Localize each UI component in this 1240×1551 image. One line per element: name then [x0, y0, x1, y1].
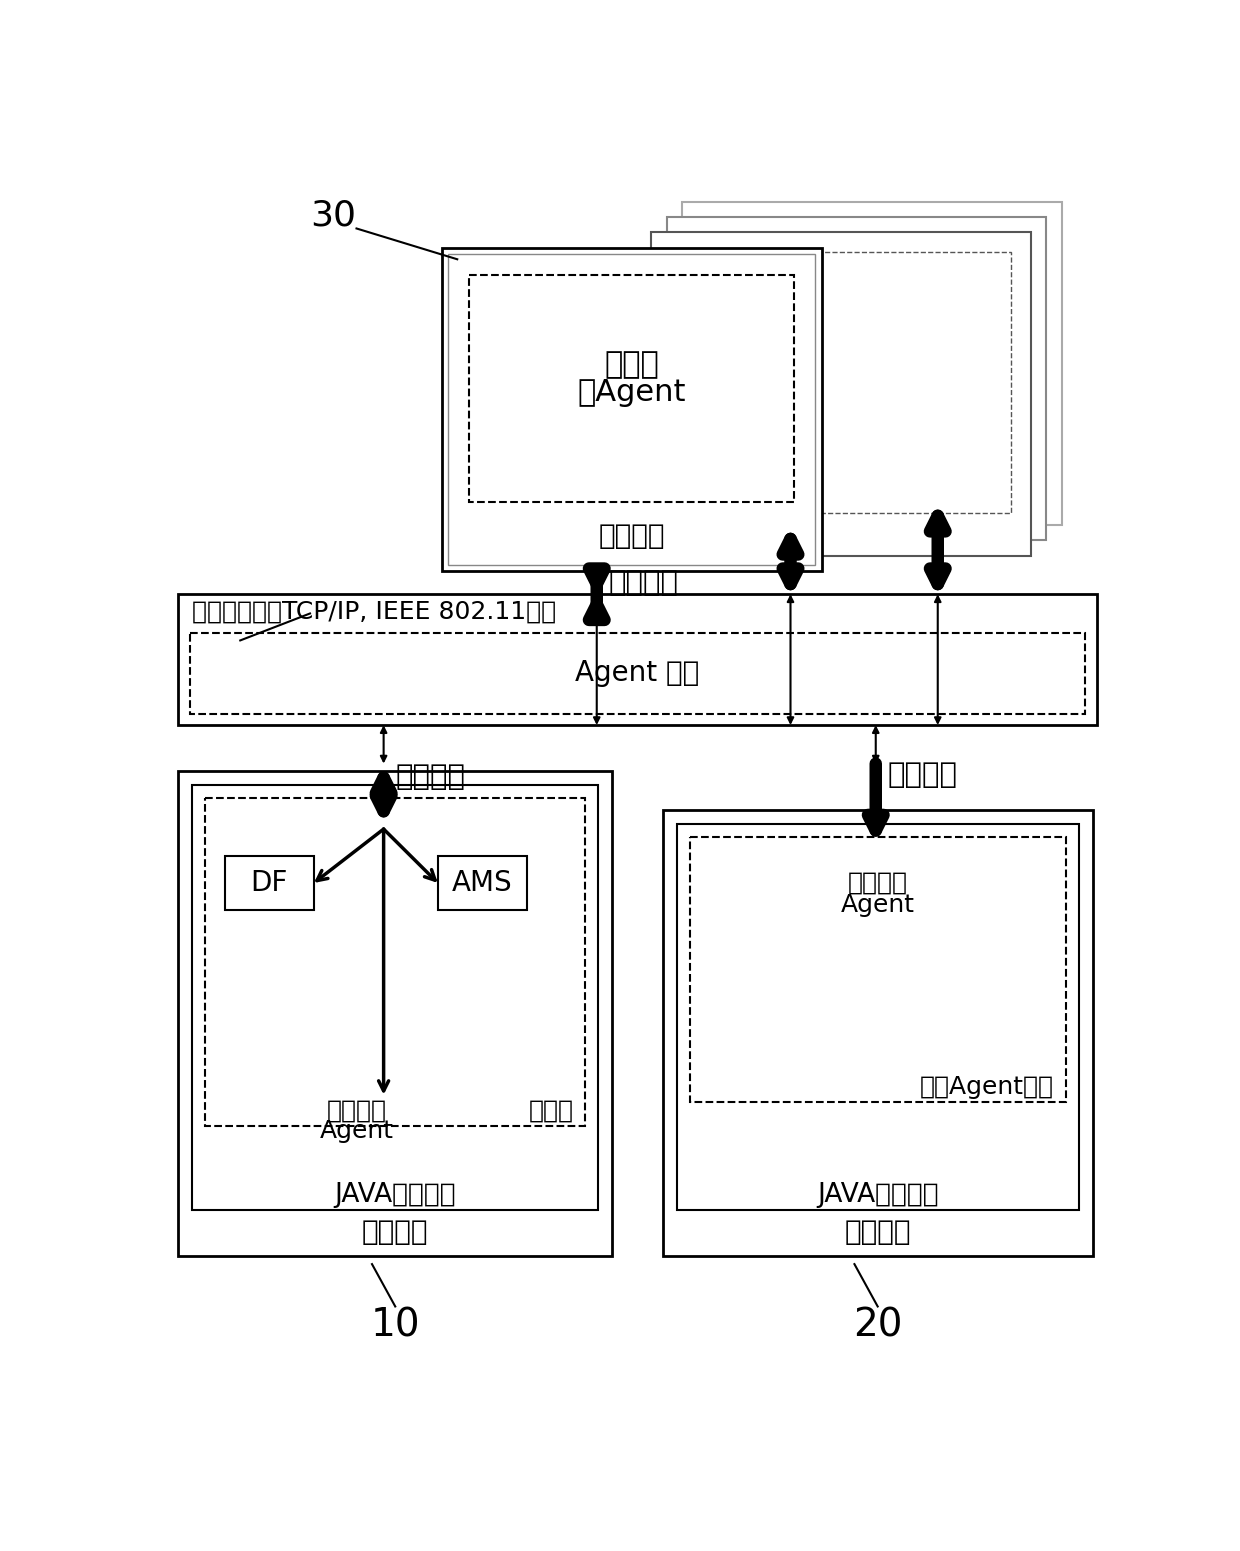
Text: 网络交互: 网络交互: [396, 763, 465, 791]
Text: 第一基本: 第一基本: [326, 1098, 387, 1121]
Text: AMS: AMS: [453, 869, 513, 896]
Bar: [469, 275, 795, 503]
Text: 20: 20: [853, 1307, 903, 1345]
Text: 30: 30: [310, 199, 356, 233]
Bar: [667, 217, 1047, 540]
Bar: [448, 254, 816, 565]
Bar: [662, 810, 1092, 1256]
Text: 网络交互: 网络交互: [609, 569, 678, 597]
Text: 第一Agent容器: 第一Agent容器: [920, 1075, 1054, 1100]
Text: Agent: Agent: [320, 1118, 393, 1143]
Text: 10: 10: [371, 1307, 420, 1345]
Bar: [682, 202, 1061, 524]
Bar: [206, 799, 585, 1126]
Text: DF: DF: [250, 869, 288, 896]
Text: 第二基本: 第二基本: [848, 872, 908, 895]
Text: 网络协议栈（TCP/IP, IEEE 802.11等）: 网络协议栈（TCP/IP, IEEE 802.11等）: [192, 599, 557, 624]
Text: 第一主机: 第一主机: [362, 1218, 429, 1245]
Bar: [224, 856, 314, 910]
Text: JAVA运行环境: JAVA运行环境: [335, 1182, 456, 1208]
Bar: [190, 633, 1085, 713]
Bar: [179, 594, 1096, 726]
Text: 第三基: 第三基: [604, 351, 658, 380]
Text: Agent: Agent: [841, 892, 915, 917]
Text: 第三主机: 第三主机: [599, 523, 665, 551]
Bar: [686, 236, 1027, 498]
Text: 第二主机: 第二主机: [844, 1218, 911, 1245]
Bar: [702, 220, 1043, 482]
Text: 网络交互: 网络交互: [888, 762, 957, 789]
Bar: [689, 838, 1065, 1103]
Bar: [651, 233, 1030, 555]
Bar: [677, 824, 1079, 1210]
Text: 50: 50: [193, 616, 241, 650]
Bar: [441, 248, 821, 571]
Bar: [671, 251, 1012, 513]
Text: Agent 消息: Agent 消息: [575, 659, 699, 687]
Text: 本Agent: 本Agent: [578, 378, 686, 406]
Text: 主容器: 主容器: [528, 1098, 573, 1121]
Bar: [192, 785, 598, 1210]
Bar: [438, 856, 527, 910]
Bar: [179, 771, 613, 1256]
Text: JAVA运行环境: JAVA运行环境: [817, 1182, 939, 1208]
